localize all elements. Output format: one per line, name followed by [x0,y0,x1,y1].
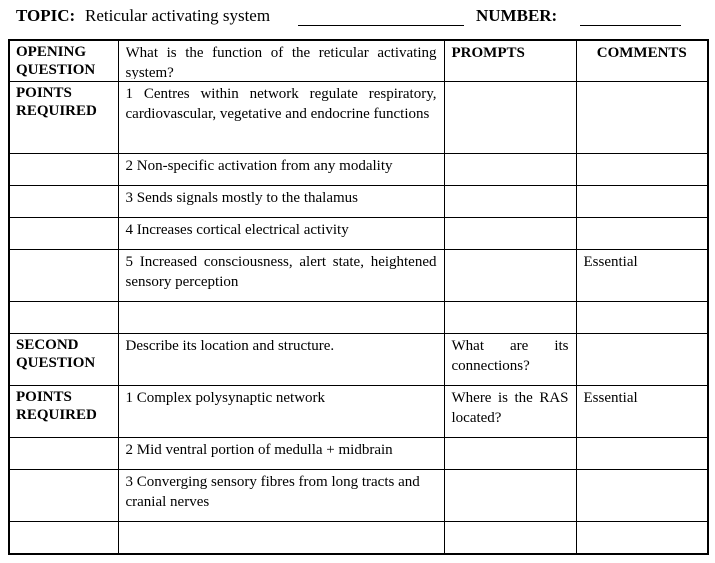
label-cell [8,521,119,554]
point-item: 2 Mid ventral portion of medulla + midbr… [117,437,445,470]
prompt-cell [443,469,577,522]
point-item [117,521,445,554]
comment-essential: Essential [575,385,709,438]
point-item: 4 Increases cortical electrical activity [117,217,445,250]
table-row [8,301,709,334]
topic-value: Reticular activating system [85,6,271,25]
label-cell [8,469,119,522]
opening-question-value: What is the function of the reticular ac… [125,45,437,79]
prompt-text: Where is the RAS located? [443,385,577,438]
prompt-cell [443,217,577,250]
comment-cell [575,153,709,186]
table-row [8,521,709,554]
topic-blank-line [298,25,464,26]
comment-cell [575,469,709,522]
opening-question-label: OPENING QUESTION [8,39,119,82]
prompt-cell [443,301,577,334]
table-row: 3 Converging sensory fibres from long tr… [8,469,709,522]
table-row: POINTS REQUIRED 1 Complex polysynaptic n… [8,385,709,438]
comment-cell [575,333,709,386]
prompt-cell [443,249,577,302]
table-row: 3 Sends signals mostly to the thalamus [8,185,709,218]
prompt-cell [443,153,577,186]
comment-cell [575,81,709,154]
label-cell [8,437,119,470]
label-cell [8,153,119,186]
label-cell [8,217,119,250]
table-row: POINTS REQUIRED 1 Centres within network… [8,81,709,154]
table-row: SECOND QUESTION Describe its location an… [8,333,709,386]
interview-table: OPENING QUESTION What is the function of… [8,39,709,555]
points-required-label: POINTS REQUIRED [8,81,119,154]
label-cell [8,301,119,334]
table-row: 2 Non-specific activation from any modal… [8,153,709,186]
comment-essential: Essential [575,249,709,302]
label-cell [8,185,119,218]
prompt-cell [443,437,577,470]
table-row: 2 Mid ventral portion of medulla + midbr… [8,437,709,470]
table-row: 4 Increases cortical electrical activity [8,217,709,250]
point-item [117,301,445,334]
comment-cell [575,521,709,554]
points-required-label-2: POINTS REQUIRED [8,385,119,438]
form-header: TOPIC: Reticular activating system NUMBE… [16,6,696,28]
prompt-cell [443,81,577,154]
number-blank-line [580,25,681,26]
label-cell [8,249,119,302]
comment-cell [575,437,709,470]
prompts-header: PROMPTS [443,39,577,82]
prompt-cell [443,185,577,218]
second-question-label: SECOND QUESTION [8,333,119,386]
comment-cell [575,301,709,334]
table-row: OPENING QUESTION What is the function of… [8,39,709,82]
point-item: 2 Non-specific activation from any modal… [117,153,445,186]
second-question-text: Describe its location and structure. [117,333,445,386]
opening-question-text: What is the function of the reticular ac… [117,39,445,82]
point-item: 3 Converging sensory fibres from long tr… [117,469,445,522]
point-item: 1 Centres within network regulate respir… [117,81,445,154]
point-item: 1 Complex polysynaptic network [117,385,445,438]
comment-cell [575,185,709,218]
table-row: 5 Increased consciousness, alert state, … [8,249,709,302]
number-label: NUMBER: [476,6,558,25]
prompt-cell [443,521,577,554]
comment-cell [575,217,709,250]
prompt-text: What are its connections? [443,333,577,386]
topic-label: TOPIC: [16,6,76,25]
comments-header: COMMENTS [575,39,709,82]
point-item: 5 Increased consciousness, alert state, … [117,249,445,302]
point-item: 3 Sends signals mostly to the thalamus [117,185,445,218]
